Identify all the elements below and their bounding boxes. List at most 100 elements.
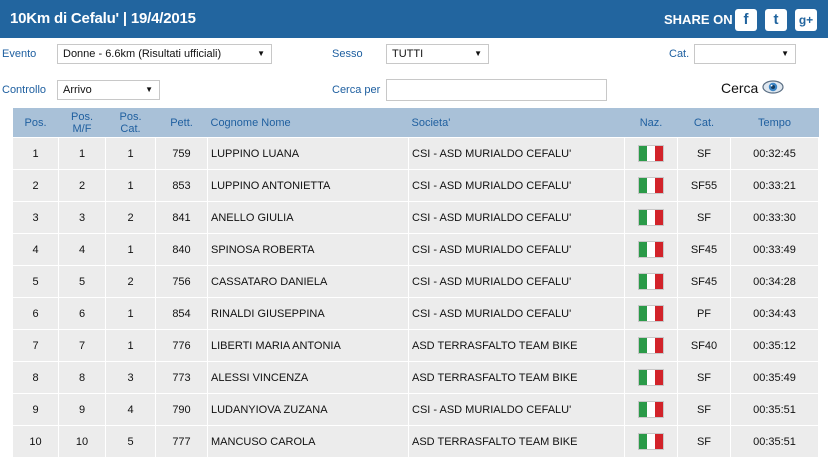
cell-pett: 841 xyxy=(155,201,208,234)
cell-pett: 840 xyxy=(155,233,208,266)
cell-cat: SF xyxy=(677,201,731,234)
cell-naz xyxy=(624,169,678,202)
cell-societa: ASD TERRASFALTO TEAM BIKE xyxy=(408,329,625,362)
evento-select[interactable]: Donne - 6.6km (Risultati ufficiali) ▼ xyxy=(57,44,272,64)
page-header: 10Km di Cefalu' | 19/4/2015 SHARE ON f t… xyxy=(0,0,828,38)
sesso-select[interactable]: TUTTI ▼ xyxy=(386,44,489,64)
cell-pett: 853 xyxy=(155,169,208,202)
cell-pos: 6 xyxy=(12,297,59,330)
table-row[interactable]: 5 5 2 756 CASSATARO DANIELA CSI - ASD MU… xyxy=(12,265,819,298)
cell-naz xyxy=(624,329,678,362)
table-row[interactable]: 4 4 1 840 SPINOSA ROBERTA CSI - ASD MURI… xyxy=(12,233,819,266)
table-row[interactable]: 2 2 1 853 LUPPINO ANTONIETTA CSI - ASD M… xyxy=(12,169,819,202)
cell-name: LUPPINO LUANA xyxy=(207,137,409,170)
results-table: Pos. Pos. M/F Pos. Cat. Pett. Cognome No… xyxy=(12,108,819,458)
share-label: SHARE ON xyxy=(664,12,733,27)
google-plus-icon[interactable]: g+ xyxy=(795,9,817,31)
cerca-per-label: Cerca per xyxy=(332,84,381,96)
cell-name: LUDANYIOVA ZUZANA xyxy=(207,393,409,426)
cell-tempo: 00:34:43 xyxy=(730,297,819,330)
chevron-down-icon: ▼ xyxy=(145,85,153,94)
italy-flag-icon xyxy=(638,209,664,226)
cell-societa: CSI - ASD MURIALDO CEFALU' xyxy=(408,137,625,170)
cell-cat: SF55 xyxy=(677,169,731,202)
cell-cat: SF xyxy=(677,361,731,394)
cerca-button-label[interactable]: Cerca xyxy=(721,80,759,96)
cell-tempo: 00:33:49 xyxy=(730,233,819,266)
controllo-value: Arrivo xyxy=(63,84,92,96)
italy-flag-icon xyxy=(638,145,664,162)
chevron-down-icon: ▼ xyxy=(474,49,482,58)
col-header-cognome-nome[interactable]: Cognome Nome xyxy=(207,108,409,138)
table-row[interactable]: 10 10 5 777 MANCUSO CAROLA ASD TERRASFAL… xyxy=(12,425,819,458)
cell-name: CASSATARO DANIELA xyxy=(207,265,409,298)
cell-societa: CSI - ASD MURIALDO CEFALU' xyxy=(408,201,625,234)
cell-naz xyxy=(624,201,678,234)
cell-pos-mf: 4 xyxy=(58,233,106,266)
evento-label: Evento xyxy=(2,48,37,60)
cell-cat: SF xyxy=(677,393,731,426)
chevron-down-icon: ▼ xyxy=(257,49,265,58)
cell-pos: 8 xyxy=(12,361,59,394)
cell-cat: SF40 xyxy=(677,329,731,362)
controllo-label: Controllo xyxy=(2,84,47,96)
cell-pos-mf: 8 xyxy=(58,361,106,394)
cell-tempo: 00:35:51 xyxy=(730,425,819,458)
table-row[interactable]: 1 1 1 759 LUPPINO LUANA CSI - ASD MURIAL… xyxy=(12,137,819,170)
col-header-societa[interactable]: Societa' xyxy=(408,108,625,138)
cell-tempo: 00:33:21 xyxy=(730,169,819,202)
twitter-icon[interactable]: t xyxy=(765,9,787,31)
cell-cat: SF45 xyxy=(677,233,731,266)
cell-pos-cat: 3 xyxy=(105,361,156,394)
cell-pett: 773 xyxy=(155,361,208,394)
cat-select[interactable]: ▼ xyxy=(694,44,796,64)
cell-cat: SF xyxy=(677,137,731,170)
italy-flag-icon xyxy=(638,273,664,290)
cell-name: ALESSI VINCENZA xyxy=(207,361,409,394)
cell-name: LUPPINO ANTONIETTA xyxy=(207,169,409,202)
cerca-per-input[interactable] xyxy=(386,79,607,101)
col-header-pos-cat[interactable]: Pos. Cat. xyxy=(105,108,156,138)
col-header-pos-mf[interactable]: Pos. M/F xyxy=(58,108,106,138)
cell-societa: CSI - ASD MURIALDO CEFALU' xyxy=(408,233,625,266)
eye-icon[interactable] xyxy=(762,79,784,95)
cell-tempo: 00:35:51 xyxy=(730,393,819,426)
sesso-label: Sesso xyxy=(332,48,363,60)
table-row[interactable]: 9 9 4 790 LUDANYIOVA ZUZANA CSI - ASD MU… xyxy=(12,393,819,426)
table-row[interactable]: 7 7 1 776 LIBERTI MARIA ANTONIA ASD TERR… xyxy=(12,329,819,362)
cell-societa: ASD TERRASFALTO TEAM BIKE xyxy=(408,425,625,458)
cell-pett: 759 xyxy=(155,137,208,170)
cell-pos: 3 xyxy=(12,201,59,234)
controllo-select[interactable]: Arrivo ▼ xyxy=(57,80,160,100)
cell-name: LIBERTI MARIA ANTONIA xyxy=(207,329,409,362)
col-header-tempo[interactable]: Tempo xyxy=(730,108,819,138)
italy-flag-icon xyxy=(638,177,664,194)
cell-societa: CSI - ASD MURIALDO CEFALU' xyxy=(408,393,625,426)
cell-pos-cat: 1 xyxy=(105,329,156,362)
cell-naz xyxy=(624,425,678,458)
table-header-row: Pos. Pos. M/F Pos. Cat. Pett. Cognome No… xyxy=(12,108,819,138)
cell-naz xyxy=(624,297,678,330)
cell-naz xyxy=(624,265,678,298)
cell-pett: 777 xyxy=(155,425,208,458)
cell-pos-cat: 1 xyxy=(105,297,156,330)
table-row[interactable]: 8 8 3 773 ALESSI VINCENZA ASD TERRASFALT… xyxy=(12,361,819,394)
evento-value: Donne - 6.6km (Risultati ufficiali) xyxy=(63,48,222,60)
cell-cat: PF xyxy=(677,297,731,330)
cell-pos-cat: 2 xyxy=(105,201,156,234)
cell-pos-cat: 2 xyxy=(105,265,156,298)
cell-pett: 790 xyxy=(155,393,208,426)
cell-cat: SF45 xyxy=(677,265,731,298)
cell-societa: CSI - ASD MURIALDO CEFALU' xyxy=(408,297,625,330)
cell-pett: 854 xyxy=(155,297,208,330)
cell-pos-mf: 2 xyxy=(58,169,106,202)
table-row[interactable]: 6 6 1 854 RINALDI GIUSEPPINA CSI - ASD M… xyxy=(12,297,819,330)
col-header-pos[interactable]: Pos. xyxy=(12,108,59,138)
col-header-cat[interactable]: Cat. xyxy=(677,108,731,138)
cat-label: Cat. xyxy=(669,48,690,60)
facebook-icon[interactable]: f xyxy=(735,9,757,31)
cell-name: ANELLO GIULIA xyxy=(207,201,409,234)
col-header-pett[interactable]: Pett. xyxy=(155,108,208,138)
table-row[interactable]: 3 3 2 841 ANELLO GIULIA CSI - ASD MURIAL… xyxy=(12,201,819,234)
col-header-naz[interactable]: Naz. xyxy=(624,108,678,138)
